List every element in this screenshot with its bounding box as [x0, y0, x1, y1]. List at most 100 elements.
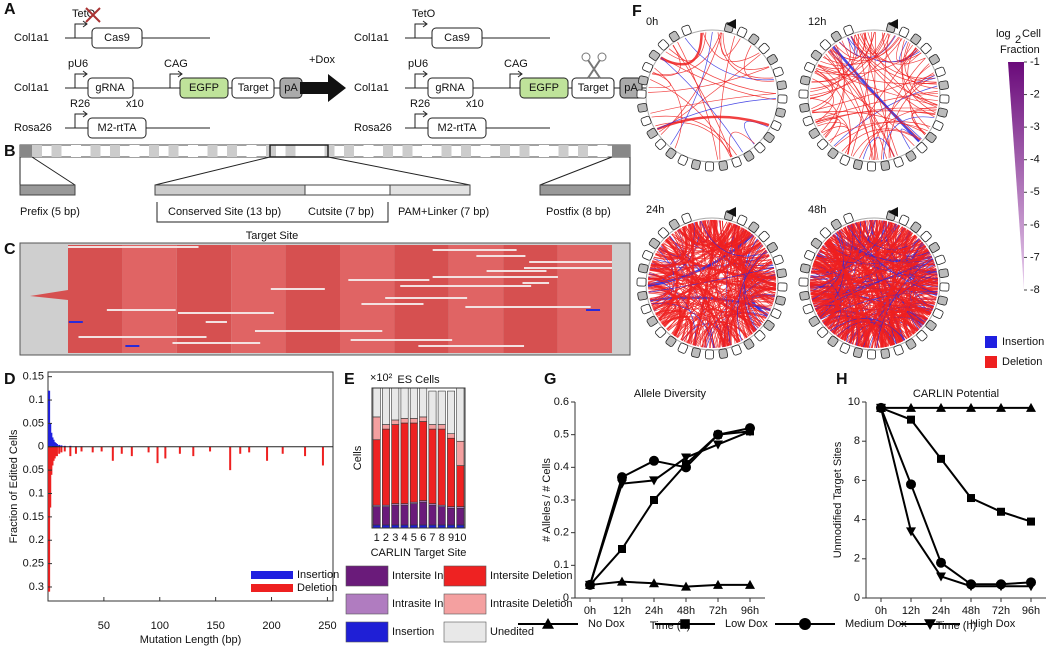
legend-label: Intersite Indel	[392, 570, 458, 582]
y-tick-label: 0	[854, 592, 860, 604]
chord	[842, 222, 894, 245]
point	[617, 472, 627, 483]
segment	[668, 218, 680, 231]
chord	[816, 245, 838, 263]
label: 48h	[808, 204, 826, 216]
bar	[321, 446, 324, 466]
legend-label: Insertion	[392, 626, 434, 638]
circos-seg	[898, 26, 910, 38]
chord	[812, 111, 927, 134]
segment	[799, 290, 810, 301]
bar-segment	[409, 503, 418, 526]
chord	[704, 220, 715, 348]
segment	[880, 348, 891, 359]
label: x10	[466, 98, 484, 110]
point	[618, 545, 626, 553]
x-tick-label: 72h	[709, 605, 727, 617]
point	[649, 476, 659, 486]
chord	[694, 220, 719, 346]
circos-seg	[928, 54, 940, 65]
circos-seg	[799, 102, 810, 113]
block-x	[85, 7, 101, 23]
circos-seg	[799, 290, 810, 301]
x-tick-label: 100	[151, 620, 169, 632]
circos-seg	[637, 75, 649, 86]
circos-seg	[808, 315, 820, 327]
segment	[763, 319, 775, 331]
bar	[91, 446, 94, 453]
segment	[776, 268, 787, 278]
bar	[69, 446, 72, 457]
chord	[657, 239, 679, 259]
chord	[871, 219, 903, 342]
chord	[832, 45, 921, 143]
label: R26	[70, 98, 90, 110]
point	[936, 557, 946, 568]
circos-seg	[808, 127, 820, 139]
label: M2-rtTA	[438, 122, 478, 134]
heatmap-gap	[465, 306, 591, 308]
label: pU6	[408, 58, 428, 70]
chord	[888, 221, 934, 262]
circos-seg	[916, 142, 928, 154]
bar-segment	[409, 422, 418, 503]
chord	[822, 35, 896, 65]
segment	[830, 218, 842, 231]
circos-seg	[668, 30, 680, 43]
circos-seg	[898, 214, 910, 226]
circos-seg	[657, 39, 669, 51]
segment	[642, 250, 654, 261]
circos-seg	[637, 263, 649, 274]
circos-seg	[770, 308, 782, 319]
chord	[695, 313, 766, 347]
chord	[810, 259, 934, 278]
point	[906, 402, 916, 412]
chord	[698, 221, 711, 348]
chord	[739, 237, 757, 335]
segment	[775, 295, 786, 306]
segment	[804, 250, 816, 261]
circos-seg	[810, 237, 822, 249]
segment	[665, 147, 677, 159]
circos-seg	[646, 315, 658, 327]
segment	[802, 303, 814, 315]
segment	[939, 282, 950, 292]
x-tick-label: 150	[206, 620, 224, 632]
heatmap-gap	[529, 261, 612, 263]
segment	[736, 214, 748, 226]
circos-seg	[748, 221, 760, 233]
label: A	[4, 1, 16, 18]
chord	[819, 232, 845, 319]
legend-marker	[542, 618, 554, 629]
circos-pointer	[888, 19, 898, 29]
heatmap-gap	[254, 330, 383, 332]
x-axis-label: Mutation Length (bp)	[140, 634, 242, 646]
chord	[900, 128, 920, 150]
circos-seg	[766, 54, 778, 65]
circos-seg	[718, 348, 729, 359]
label: Cas9	[444, 32, 470, 44]
chord	[847, 36, 858, 57]
heatmap-ins	[68, 321, 83, 323]
heatmap-gap	[68, 246, 199, 248]
chord	[817, 65, 938, 106]
chord	[810, 287, 938, 293]
chord	[668, 236, 729, 346]
label: CAG	[504, 58, 528, 70]
segment	[776, 80, 787, 90]
scissors	[581, 52, 591, 62]
colorbar-title: Cell	[1022, 28, 1041, 40]
y-tick-label: 0.1	[554, 559, 569, 571]
chord	[880, 234, 917, 348]
circos-seg	[799, 75, 811, 86]
circos-seg	[640, 303, 652, 315]
bar-segment	[372, 416, 381, 441]
circos-seg	[880, 348, 891, 359]
bar	[156, 446, 159, 464]
chord	[651, 115, 737, 156]
chord	[813, 263, 932, 314]
circos-seg	[677, 154, 689, 166]
circos-seg	[636, 277, 647, 287]
legend-marker	[680, 619, 690, 629]
bar	[111, 446, 114, 461]
